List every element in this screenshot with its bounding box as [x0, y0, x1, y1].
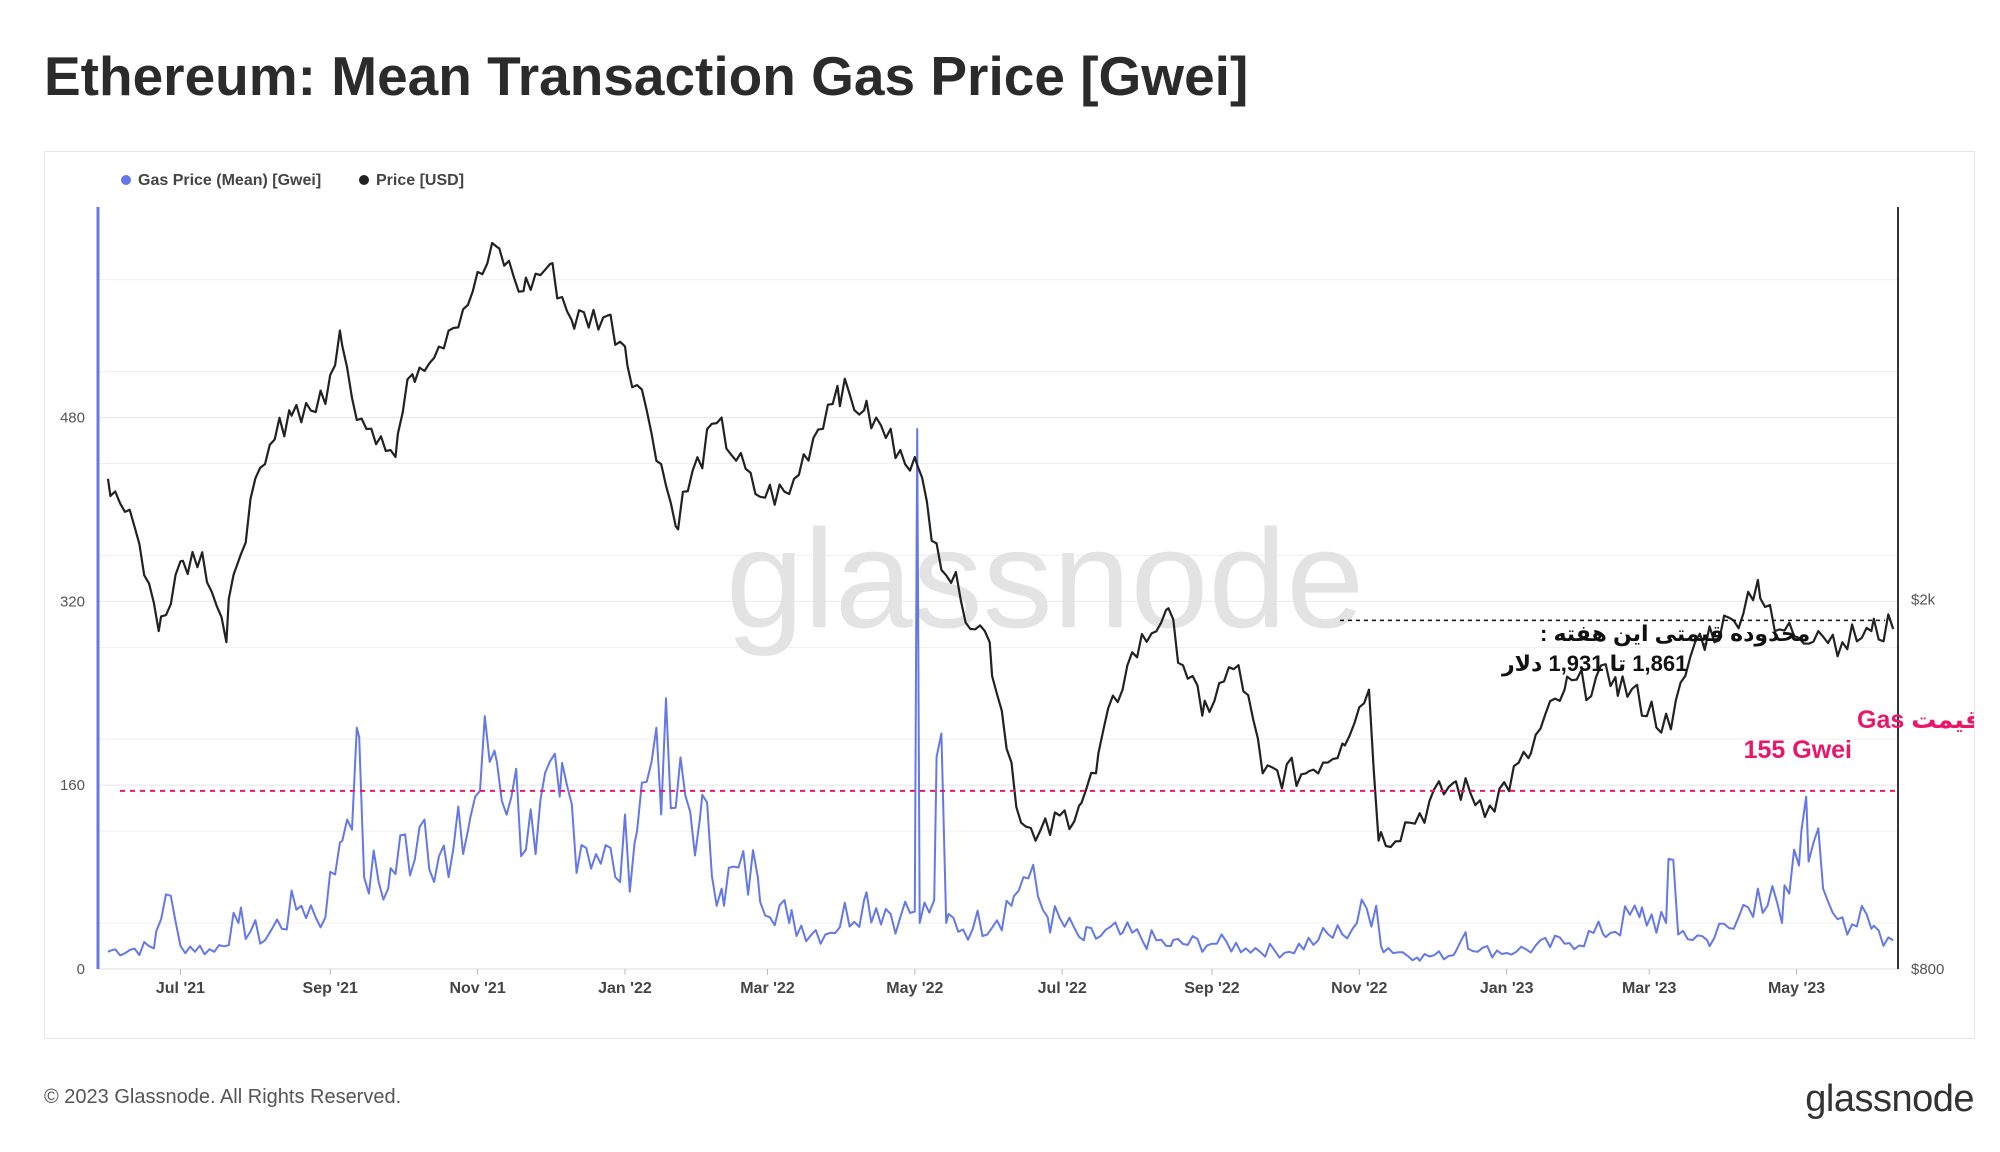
- x-tick-label: Jul '22: [1038, 980, 1087, 997]
- legend-gas-label[interactable]: Gas Price (Mean) [Gwei]: [138, 172, 321, 189]
- chart-frame: glassnode Gas Price (Mean) [Gwei] Price …: [44, 151, 1975, 1039]
- left-tick-label: 480: [60, 410, 85, 427]
- footer-logo[interactable]: glassnode: [1805, 1078, 1974, 1120]
- left-tick-label: 320: [60, 593, 85, 610]
- x-tick-label: Sep '21: [303, 980, 358, 997]
- left-tick-label: 160: [60, 777, 85, 794]
- left-axis-ticks: 0 160 320 480: [60, 410, 85, 978]
- x-tick-label: Nov '22: [1331, 980, 1387, 997]
- legend: Gas Price (Mean) [Gwei] Price [USD]: [121, 172, 464, 189]
- annotation-gas-threshold-line2: 155 Gwei: [1744, 736, 1852, 764]
- x-tick-label: Mar '22: [740, 980, 795, 997]
- x-tick-label: Sep '22: [1184, 980, 1239, 997]
- watermark: glassnode: [726, 500, 1364, 657]
- annotation-price-range-line2: 1,861 تا 1,931 دلار: [1501, 651, 1687, 676]
- x-tick-label: Jan '22: [598, 980, 652, 997]
- page-title: Ethereum: Mean Transaction Gas Price [Gw…: [44, 45, 1249, 107]
- legend-gas-dot: [121, 175, 131, 185]
- footer-copyright: © 2023 Glassnode. All Rights Reserved.: [44, 1086, 402, 1108]
- x-tick-label: May '22: [886, 980, 943, 997]
- legend-price-label[interactable]: Price [USD]: [376, 172, 464, 189]
- x-axis-ticks: Jul '21 Sep '21 Nov '21 Jan '22 Mar '22 May '…: [156, 969, 1825, 997]
- grid-layer: [98, 279, 1898, 970]
- x-tick-label: Jul '21: [156, 980, 205, 997]
- right-tick-label: $2k: [1911, 592, 1936, 609]
- legend-price-dot: [359, 175, 369, 185]
- right-tick-label: $800: [1911, 961, 1944, 978]
- x-tick-label: Mar '23: [1622, 980, 1677, 997]
- annotation-price-range-line1: محدوده قیمتی این هفته :: [1540, 621, 1810, 647]
- right-axis-ticks: $800 $2k: [1911, 592, 1944, 978]
- series-gas-price-line: [107, 428, 1894, 962]
- chart-svg: glassnode Gas Price (Mean) [Gwei] Price …: [60, 172, 1974, 997]
- x-tick-label: Nov '21: [449, 980, 505, 997]
- left-tick-label: 0: [77, 961, 85, 978]
- x-tick-label: May '23: [1768, 980, 1825, 997]
- x-tick-label: Jan '23: [1480, 980, 1534, 997]
- series-price-usd-line: [106, 241, 1895, 849]
- annotation-gas-threshold-line1: قیمت Gas: [1857, 706, 1974, 734]
